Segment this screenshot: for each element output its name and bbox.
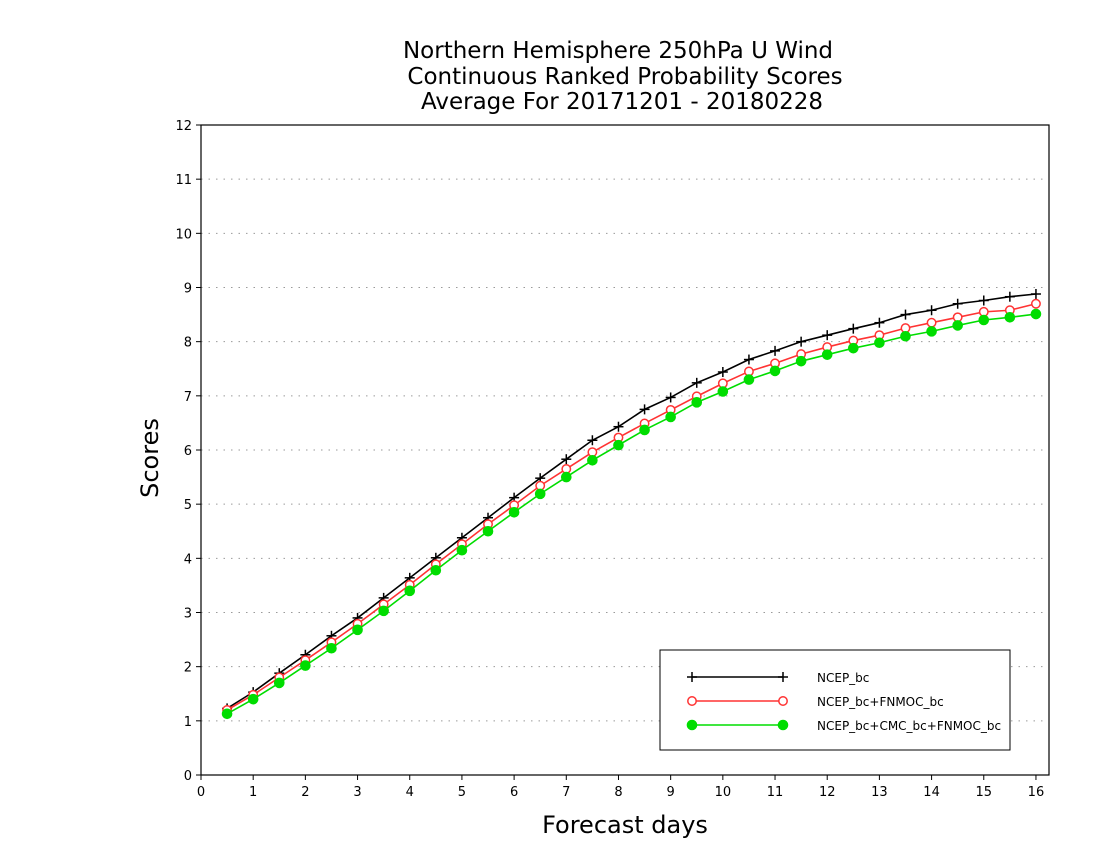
data-point-filled-circle (482, 525, 494, 537)
series-lines (221, 289, 1042, 720)
x-tick-label: 15 (975, 785, 992, 800)
data-point-open-circle (1031, 298, 1041, 309)
data-point-filled-circle (300, 660, 311, 671)
x-tick-label: 7 (562, 785, 570, 800)
x-tick-label: 5 (458, 785, 466, 800)
data-point-filled-circle (777, 719, 789, 731)
legend-label: NCEP_bc (817, 671, 869, 685)
y-tick-label: 11 (175, 173, 192, 188)
x-tick-label: 9 (667, 785, 675, 800)
series-NCEP_bc+FNMOC_bc (222, 298, 1041, 715)
legend-item: NCEP_bc (687, 671, 869, 685)
data-point-filled-circle (534, 488, 546, 500)
data-point-filled-circle (1004, 311, 1016, 323)
x-tick-label: 6 (510, 785, 518, 800)
data-point-filled-circle (717, 386, 729, 397)
data-point-filled-circle (273, 677, 285, 689)
chart-title: Northern Hemisphere 250hPa U Wind Contin… (403, 38, 843, 115)
data-point-filled-circle (247, 693, 259, 705)
series-line (226, 302, 1037, 711)
legend-label: NCEP_bc+FNMOC_bc (817, 695, 944, 709)
legend-item: NCEP_bc+CMC_bc+FNMOC_bc (686, 719, 1001, 733)
title-line-2: Continuous Ranked Probability Scores (407, 64, 842, 90)
y-tick-label: 6 (184, 444, 192, 459)
y-tick-label: 8 (184, 336, 192, 351)
data-point-filled-circle (326, 642, 337, 654)
title-line-1: Northern Hemisphere 250hPa U Wind (403, 38, 833, 64)
x-tick-label: 3 (353, 785, 361, 800)
series-line (226, 293, 1037, 710)
y-tick-label: 1 (184, 715, 192, 730)
x-tick-label: 0 (197, 785, 205, 800)
data-point-filled-circle (848, 342, 859, 354)
data-point-filled-circle (378, 605, 389, 617)
legend: NCEP_bc NCEP_bc+FNMOC_bc NCEP_bc+CMC_bc+FN… (659, 649, 1011, 751)
data-point-filled-circle (613, 439, 624, 451)
x-axis-label: Forecast days (542, 811, 708, 839)
y-tick-label: 10 (175, 227, 192, 242)
data-point-open-circle (778, 696, 788, 706)
data-point-filled-circle (686, 719, 698, 731)
data-point-filled-circle (430, 564, 442, 576)
y-tick-label: 3 (184, 607, 192, 622)
data-point-filled-circle (639, 424, 650, 436)
x-tick-label: 13 (871, 785, 888, 800)
x-tick-label: 11 (767, 785, 784, 800)
title-line-3: Average For 20171201 - 20180228 (421, 89, 823, 115)
data-point-filled-circle (874, 337, 885, 349)
data-point-filled-circle (456, 544, 468, 556)
y-tick-label: 4 (184, 552, 192, 567)
data-point-filled-circle (508, 506, 520, 518)
y-tick-label: 0 (184, 769, 192, 784)
x-tick-label: 12 (819, 785, 836, 800)
series-NCEP_bc+CMC_bc+FNMOC_bc (221, 308, 1042, 720)
x-tick-label: 16 (1028, 785, 1045, 800)
data-point-filled-circle (769, 365, 781, 377)
x-tick-label: 1 (249, 785, 257, 800)
legend-box (659, 649, 1011, 751)
y-tick-label: 7 (184, 390, 192, 405)
data-point-filled-circle (352, 624, 363, 636)
data-point-filled-circle (1030, 308, 1042, 320)
legend-label: NCEP_bc+CMC_bc+FNMOC_bc (817, 719, 1001, 733)
data-point-filled-circle (926, 326, 937, 337)
data-point-open-circle (926, 317, 937, 328)
x-tick-label: 4 (406, 785, 414, 800)
data-point-filled-circle (795, 355, 807, 367)
data-point-filled-circle (743, 374, 755, 385)
data-point-filled-circle (404, 585, 416, 597)
data-point-open-circle (687, 696, 697, 706)
data-point-filled-circle (221, 708, 233, 720)
data-point-filled-circle (821, 349, 833, 360)
data-point-filled-circle (691, 397, 703, 408)
x-tick-label: 10 (715, 785, 732, 800)
x-tick-label: 14 (923, 785, 940, 800)
data-point-filled-circle (978, 314, 990, 326)
legend-item: NCEP_bc+FNMOC_bc (687, 695, 944, 709)
data-point-filled-circle (560, 471, 572, 483)
y-tick-label: 12 (175, 119, 192, 134)
data-point-filled-circle (900, 330, 911, 342)
x-tick-label: 2 (301, 785, 309, 800)
y-tick-label: 2 (184, 661, 192, 676)
y-tick-label: 9 (184, 282, 192, 297)
x-tick-label: 8 (614, 785, 622, 800)
y-tick-label: 5 (184, 498, 192, 513)
data-point-filled-circle (665, 411, 676, 423)
y-axis-label: Scores (136, 418, 164, 498)
data-point-filled-circle (587, 454, 598, 466)
legend-items: NCEP_bc NCEP_bc+FNMOC_bc NCEP_bc+CMC_bc+FN… (686, 671, 1001, 733)
data-point-filled-circle (952, 320, 963, 331)
